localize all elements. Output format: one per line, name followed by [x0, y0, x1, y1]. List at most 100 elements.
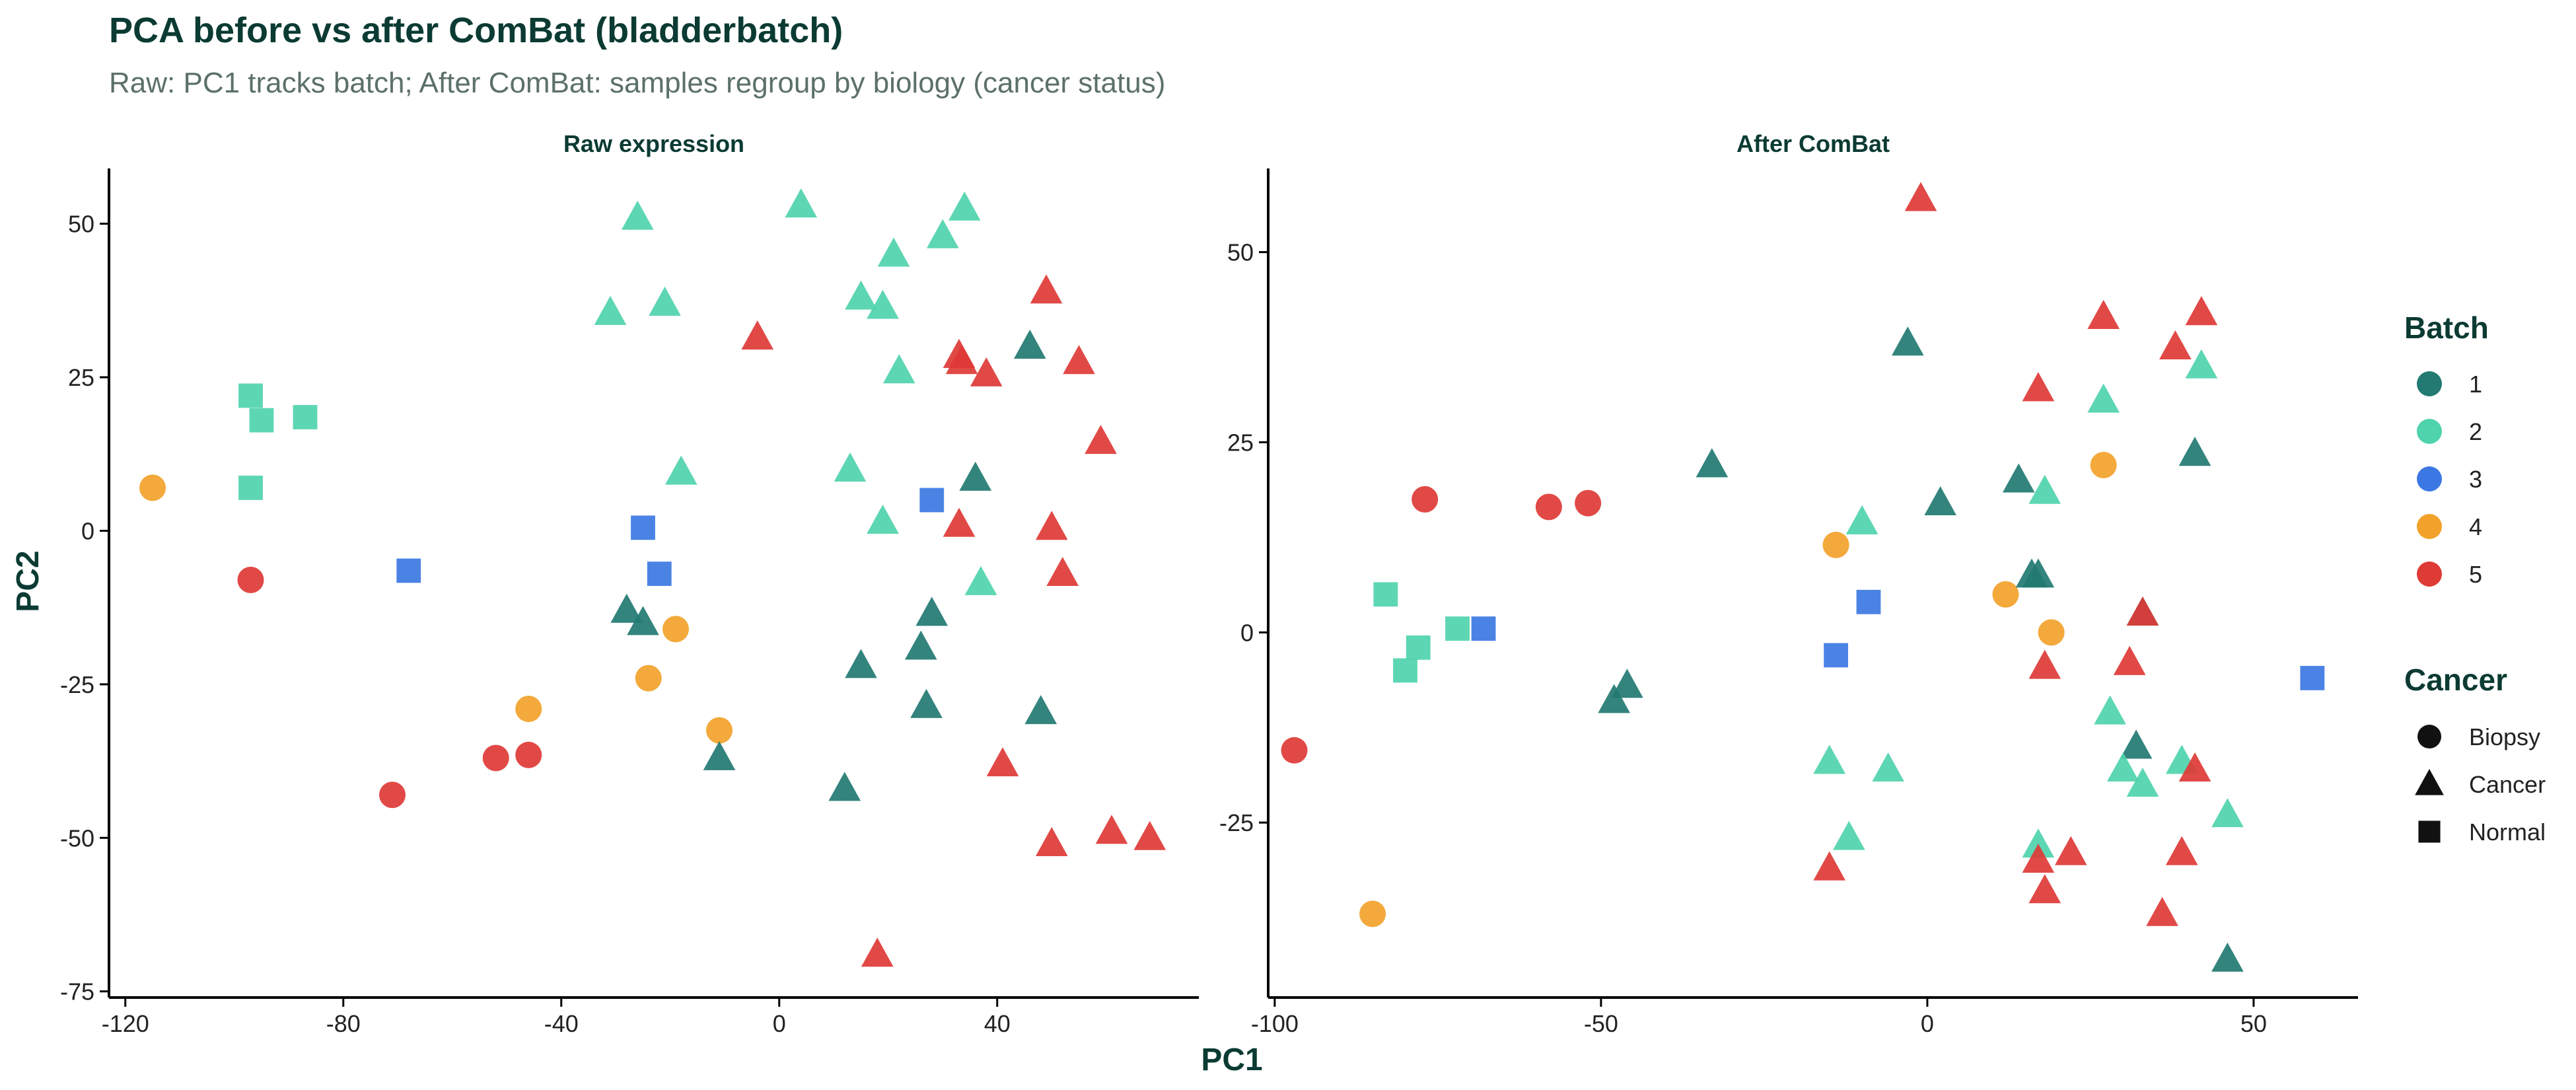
data-point [238, 383, 263, 408]
data-points [1281, 182, 2325, 972]
data-point [1471, 616, 1496, 641]
data-point [910, 688, 943, 718]
x-axis-title: PC1 [1201, 1042, 1262, 1077]
data-point [647, 562, 672, 586]
data-point [970, 357, 1003, 386]
x-tick-label: -40 [544, 1010, 579, 1037]
data-point [1035, 511, 1068, 540]
chart-subtitle: Raw: PC1 tracks batch; After ComBat: sam… [109, 67, 1165, 99]
data-point [2126, 768, 2159, 797]
data-point [1575, 490, 1602, 517]
data-point [1845, 505, 1878, 534]
y-tick-label: -25 [60, 671, 94, 698]
data-point [867, 504, 899, 534]
panel-2: After ComBat -100 -50 0 50 50 25 0 -25 [1219, 130, 2358, 1037]
legend-batch-swatch [2417, 514, 2442, 539]
data-point [631, 515, 655, 540]
panel-1: Raw expression -120 -80 -40 0 40 50 25 0 -25 -50 -7… [60, 130, 1199, 1037]
data-point [2002, 463, 2035, 493]
data-point [959, 461, 992, 491]
data-point [1024, 695, 1057, 725]
data-point [1046, 556, 1079, 586]
legend-batch-swatch [2417, 562, 2442, 587]
legend-cancer-swatch [2415, 768, 2444, 795]
data-point [2028, 874, 2061, 904]
data-point [649, 286, 681, 316]
data-point [2126, 596, 2159, 626]
data-point [2090, 452, 2117, 479]
data-point [2146, 896, 2178, 926]
data-point [1856, 589, 1881, 614]
data-point [2087, 299, 2120, 329]
legend-batch-label: 5 [2469, 561, 2482, 588]
data-point [1696, 448, 1729, 478]
data-point [1030, 274, 1063, 304]
legend-batch-label: 1 [2469, 371, 2482, 398]
data-point [662, 616, 689, 643]
data-point [1085, 425, 1117, 454]
y-axis-title: PC2 [11, 550, 46, 612]
legend-batch-label: 4 [2469, 513, 2482, 540]
data-point [2120, 729, 2153, 759]
legend-batch-label: 2 [2469, 418, 2482, 445]
data-point [945, 345, 978, 375]
legend-cancer-swatch [2418, 820, 2441, 843]
data-point [1891, 326, 1924, 356]
y-tick-label: -25 [1219, 809, 1254, 836]
y-tick-label: 50 [1227, 239, 1254, 266]
data-point [877, 237, 910, 267]
data-point [594, 295, 627, 325]
data-point [926, 219, 959, 248]
data-point [1813, 745, 1846, 774]
x-tick-label: -80 [326, 1010, 361, 1037]
data-point [964, 565, 997, 595]
data-point [1412, 486, 1439, 513]
data-point [867, 289, 899, 319]
data-point [2211, 798, 2244, 828]
legend-batch-swatch [2417, 371, 2442, 396]
data-point [943, 507, 976, 537]
y-tick-label: 25 [68, 364, 94, 391]
data-point [515, 741, 542, 768]
data-point [515, 696, 542, 723]
data-point [882, 354, 915, 384]
y-tick-label: -75 [60, 978, 94, 1005]
data-point [845, 280, 877, 310]
data-point [2038, 619, 2065, 646]
data-point [635, 665, 662, 692]
data-point [2165, 836, 2198, 865]
data-point [1535, 493, 1562, 521]
data-point [1373, 582, 1398, 607]
chart-title: PCA before vs after ComBat (bladderbatch… [109, 11, 843, 50]
y-tick-label: 0 [81, 517, 94, 544]
data-point [1095, 815, 1128, 844]
data-point [1406, 635, 1431, 660]
data-point [627, 606, 659, 636]
y-tick-label: 0 [1240, 619, 1254, 646]
legend-cancer-swatch [2417, 725, 2441, 748]
data-point [249, 408, 274, 433]
data-point [834, 452, 867, 482]
data-point [293, 405, 318, 429]
data-point [1833, 820, 1865, 850]
data-point [2185, 296, 2218, 326]
x-tick-label: 40 [984, 1010, 1011, 1037]
data-point [1281, 737, 1308, 764]
data-point [1035, 826, 1068, 857]
data-point [2022, 558, 2055, 588]
data-point [238, 476, 263, 500]
data-point [785, 188, 818, 218]
data-point [1813, 851, 1846, 881]
x-tick-label: -120 [102, 1010, 149, 1037]
legend-batch-label: 3 [2469, 466, 2482, 493]
data-point [379, 781, 406, 809]
data-point [1013, 329, 1046, 359]
data-point [1598, 684, 1630, 713]
data-point [741, 320, 774, 350]
data-point [1904, 182, 1937, 211]
legend-cancer-label: Normal [2469, 818, 2546, 846]
panel-title: After ComBat [1736, 130, 1890, 157]
data-point [664, 455, 698, 485]
data-point [706, 717, 733, 744]
